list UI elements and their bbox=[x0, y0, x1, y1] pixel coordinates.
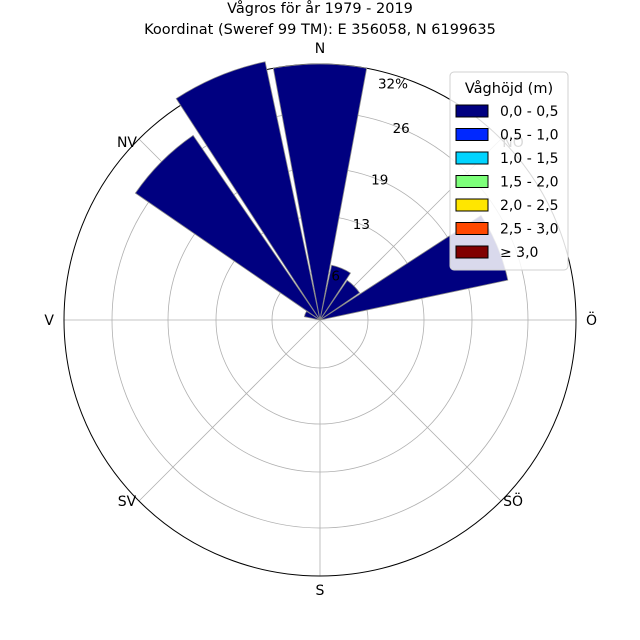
direction-label-s: S bbox=[316, 583, 325, 599]
direction-label-w: V bbox=[44, 313, 54, 329]
legend-box bbox=[449, 71, 569, 271]
direction-label-nw: NV bbox=[117, 135, 137, 151]
sector-bar-0-bin-0 bbox=[272, 63, 368, 321]
legend-swatch-4 bbox=[455, 175, 489, 188]
legend-label-2: 0,5 - 1,0 bbox=[500, 128, 558, 144]
radial-tick-labels: 6 13 19 26 32% bbox=[331, 76, 409, 284]
radial-tick-label-2: 13 bbox=[353, 217, 370, 233]
radial-tick-label-5: 32% bbox=[378, 76, 408, 92]
legend-swatch-2 bbox=[455, 128, 489, 141]
legend-label-6: 2,5 - 3,0 bbox=[500, 222, 558, 238]
grid-spoke-4 bbox=[319, 319, 502, 502]
legend-label-5: 2,0 - 2,5 bbox=[500, 198, 558, 214]
legend: Våghöjd (m) 0,0 - 0,5 0,5 - 1,0 1,0 - 1,5 1,… bbox=[449, 71, 569, 271]
sector-bar-15-bin-0 bbox=[175, 61, 321, 321]
legend-swatch-3 bbox=[455, 151, 489, 165]
legend-swatch-7 bbox=[455, 245, 489, 259]
legend-label-3: 1,0 - 1,5 bbox=[500, 151, 558, 167]
legend-label-4: 1,5 - 2,0 bbox=[500, 175, 558, 191]
legend-title: Våghöjd (m) bbox=[465, 80, 553, 97]
legend-swatch-1 bbox=[455, 104, 489, 118]
legend-swatch-6 bbox=[455, 222, 489, 235]
radial-tick-label-4: 26 bbox=[393, 121, 410, 137]
radial-tick-label-3: 19 bbox=[371, 173, 388, 189]
direction-label-e: Ö bbox=[586, 311, 597, 329]
grid-spoke-6 bbox=[138, 319, 321, 502]
sector-bar-1-bin-0 bbox=[319, 264, 352, 321]
legend-label-1: 0,0 - 0,5 bbox=[500, 104, 558, 120]
chart-title-line2: Koordinat (Sweref 99 TM): E 356058, N 61… bbox=[144, 22, 496, 38]
direction-label-sw: SV bbox=[118, 494, 137, 510]
sector-bar-2-bin-0 bbox=[319, 279, 361, 321]
direction-label-n: N bbox=[315, 41, 325, 57]
legend-label-7: ≥ 3,0 bbox=[500, 245, 538, 261]
direction-label-se: SÖ bbox=[503, 492, 523, 510]
legend-swatch-5 bbox=[455, 198, 489, 212]
radial-tick-label-1: 6 bbox=[331, 269, 340, 285]
sector-bar-14-bin-0 bbox=[134, 134, 321, 321]
sector-bar-13-bin-0 bbox=[303, 310, 321, 321]
chart-title-line1: Vågros för år 1979 - 2019 bbox=[227, 0, 413, 17]
